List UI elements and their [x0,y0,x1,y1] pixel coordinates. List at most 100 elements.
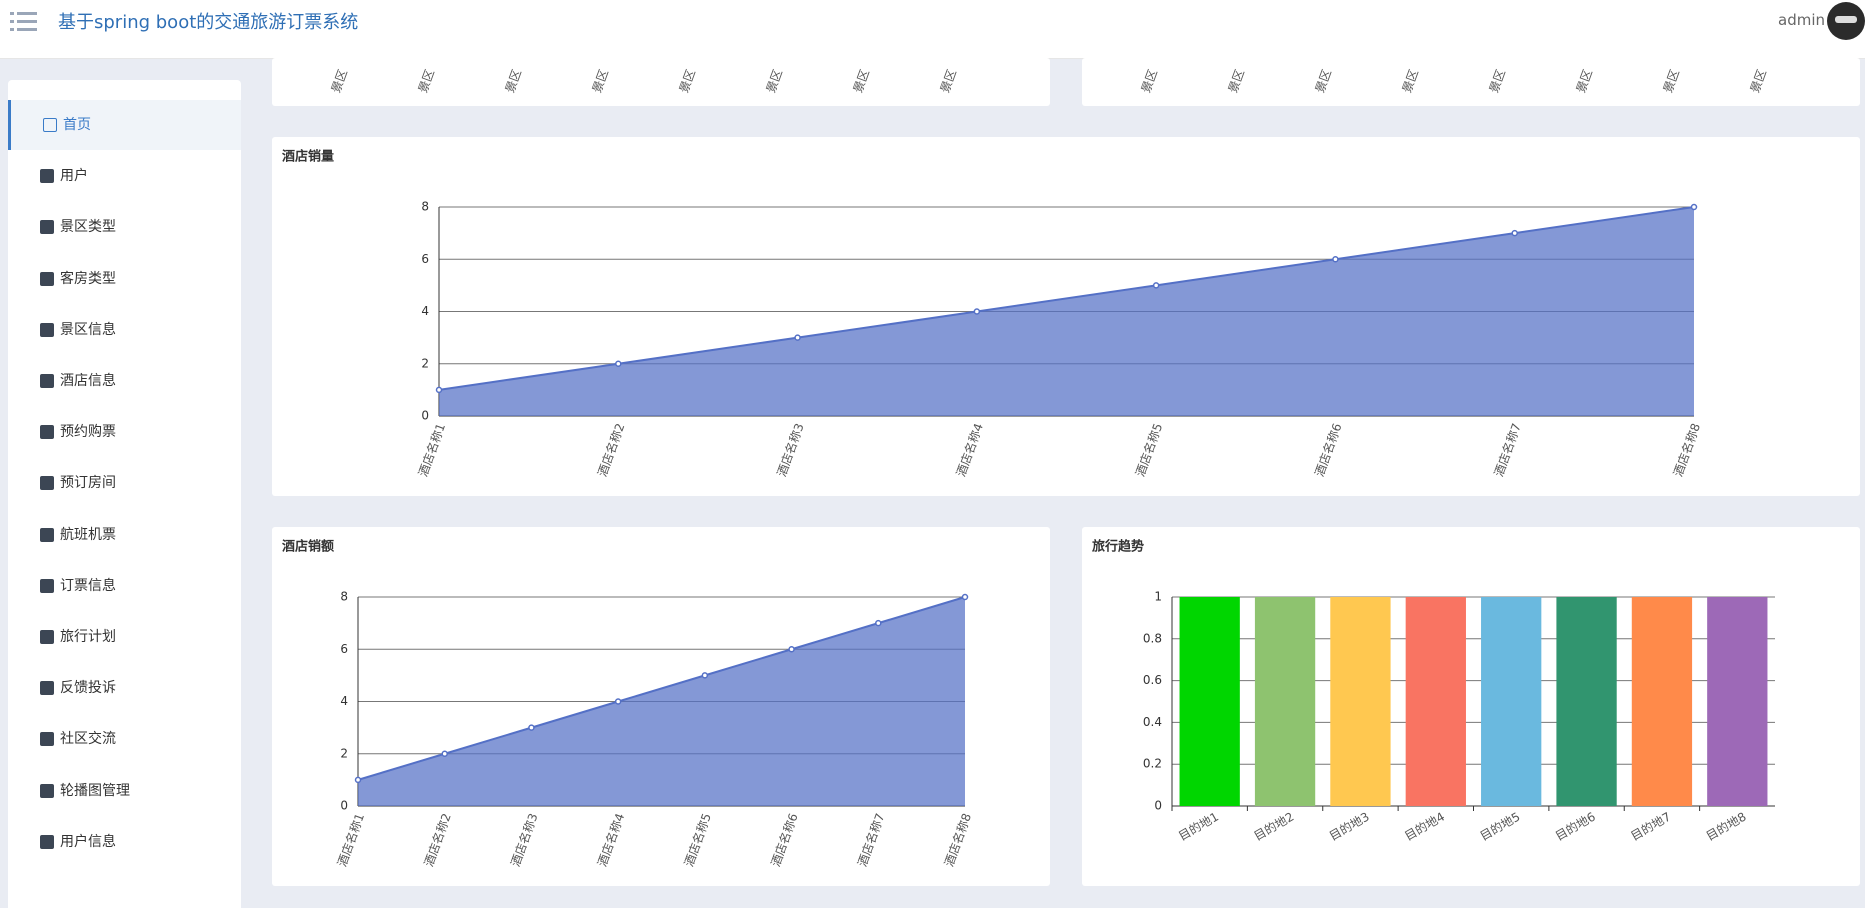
chart-title: 酒店销量 [282,149,334,165]
x-tick-label: 景区 [1574,67,1595,94]
menu-item[interactable]: 反馈投诉 [8,663,241,713]
bar [1330,597,1391,806]
menu-label: 轮播图管理 [60,782,130,799]
menu-item[interactable]: 用户 [8,151,241,201]
point [435,386,443,394]
x-tick-label: 目的地8 [1703,809,1748,844]
x-tick-label: 景区 [764,67,785,94]
x-tick-label: 景区 [416,67,437,94]
menu-icon [40,322,54,337]
x-tick-label: 酒店名称7 [1491,421,1524,478]
sidebar: 首页用户景区类型客房类型景区信息酒店信息预约购票预订房间航班机票订票信息 旅行计划… [8,80,241,908]
menu-item[interactable]: 酒店信息 [8,356,241,406]
menu-icon [40,425,54,440]
menu-item[interactable]: 社区交流 [8,714,241,764]
y-tick-label: 0 [1154,799,1162,813]
bar [1254,597,1316,806]
y-tick-label: 0.6 [1143,673,1162,687]
point [973,308,981,315]
menu-toggle[interactable] [10,10,38,34]
x-tick-label: 酒店名称8 [941,811,974,868]
line [438,206,1695,391]
avatar[interactable] [1826,1,1865,41]
menu-icon [40,220,54,235]
menu-label: 酒店信息 [60,373,116,389]
y-tick-label: 0.4 [1143,715,1162,729]
x-tick-label: 景区 [938,67,959,94]
point [701,672,709,679]
x-tick-label: 酒店名称5 [1132,421,1165,478]
menu-label: 用户 [60,168,88,185]
menu-item[interactable]: 旅行计划 [8,612,241,662]
card [1082,58,1860,106]
menu-label: 预订房间 [60,475,116,492]
menu-item[interactable]: 航班机票 [8,510,241,560]
x-tick-label: 酒店名称8 [1670,421,1703,478]
username[interactable]: admin [1778,11,1825,29]
menu-icon [40,271,54,286]
y-tick-label: 4 [421,304,429,318]
y-tick-label: 4 [340,694,348,708]
y-tick-label: 8 [340,590,348,604]
bar [1481,597,1542,806]
y-tick-label: 8 [421,200,429,214]
x-tick-label: 酒店名称2 [594,421,627,478]
menu-icon [40,630,54,644]
menu-label: 社区交流 [60,731,116,748]
menu-icon [40,783,54,798]
x-tick-label: 景区 [1226,67,1247,94]
point [1152,282,1160,289]
menu-icon [43,118,57,132]
menu-item[interactable]: 首页 [8,100,241,150]
point [1690,203,1698,211]
x-tick-label: 酒店名称5 [681,811,714,868]
menu-icon [40,527,54,542]
x-tick-label: 景区 [851,67,872,94]
menu-item[interactable]: 预约购票 [8,407,241,457]
menu-item[interactable]: 订票信息 [8,561,241,611]
menu-icon [40,578,54,593]
menu-label: 景区类型 [60,219,116,236]
x-tick-label: 酒店名称3 [507,811,540,868]
y-tick-label: 2 [340,746,348,760]
site-title: 基于spring boot的交通旅游订票系统 [58,12,359,33]
menu-item[interactable]: 客房类型 [8,254,241,304]
point [794,334,801,341]
point [614,698,622,705]
menu-item[interactable]: 预订房间 [8,458,241,508]
x-tick-label: 目的地7 [1628,809,1673,844]
menu-label: 航班机票 [60,526,116,543]
chart-title: 酒店销额 [282,539,334,555]
y-tick-label: 6 [340,642,348,656]
menu-icon [40,374,54,388]
menu-label: 预约购票 [60,424,116,441]
bar [1405,597,1466,806]
menu-label: 用户信息 [60,833,116,850]
menu-icon [40,681,54,696]
x-tick-label: 目的地4 [1402,809,1447,844]
y-tick-label: 1 [1154,590,1162,604]
x-tick-label: 酒店名称1 [334,811,367,868]
point [441,750,448,757]
menu-item[interactable]: 景区信息 [8,305,241,355]
x-tick-label: 景区 [1400,67,1421,94]
point [354,776,362,784]
bar [1631,597,1693,806]
x-tick-label: 目的地2 [1251,809,1296,844]
menu-label: 景区信息 [60,321,116,338]
y-tick-label: 2 [421,356,429,370]
x-tick-label: 景区 [503,67,524,94]
x-tick-label: 酒店名称4 [953,421,986,478]
x-tick-label: 酒店名称3 [774,421,807,478]
y-tick-label: 0.2 [1143,757,1162,771]
menu-item[interactable]: 轮播图管理 [8,766,241,816]
line [357,596,966,781]
menu-label: 客房类型 [60,270,116,287]
menu-item[interactable]: 用户信息 [8,817,241,867]
menu-item[interactable]: 景区类型 [8,202,241,252]
area [439,207,1694,416]
menu-label: 首页 [63,117,91,133]
bar [1707,597,1768,806]
menu-icon [40,834,54,849]
